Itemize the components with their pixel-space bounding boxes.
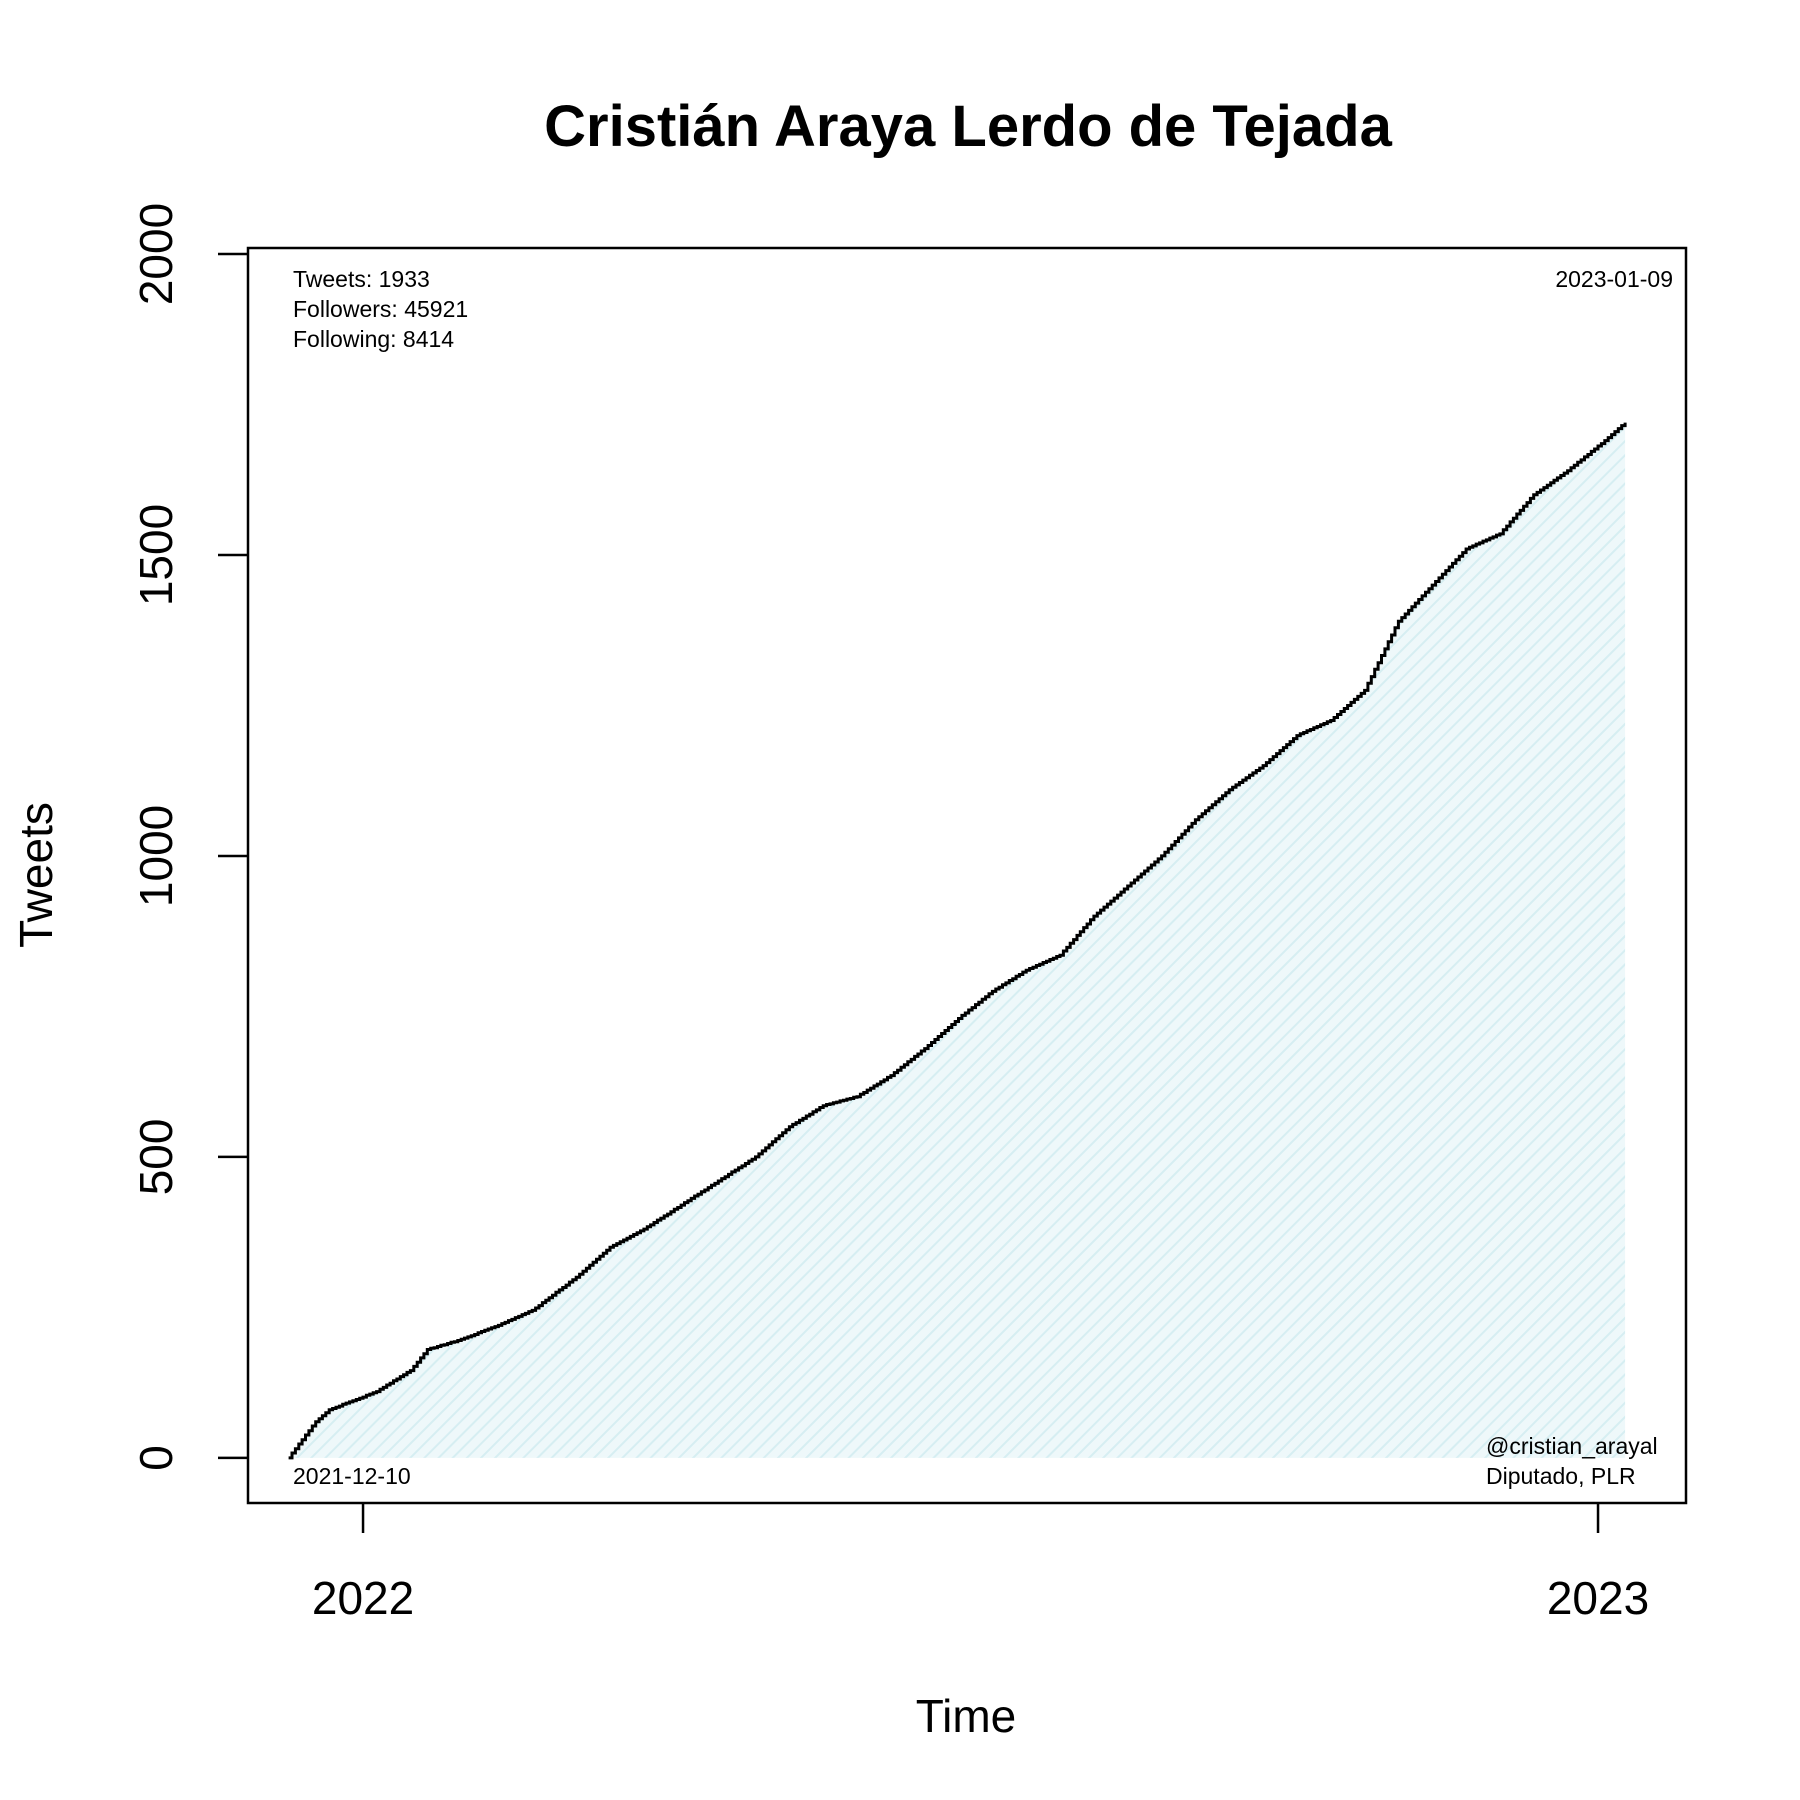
tweet-area-fill [288,422,1626,1458]
plot-area [288,422,1627,1460]
y-axis: 0 500 1000 1500 2000 [130,203,248,1471]
end-date-label: 2023-01-09 [1555,266,1673,292]
y-axis-title: Tweets [10,802,62,948]
y-tick-label: 1000 [130,805,182,907]
y-tick-label: 1500 [130,504,182,606]
y-tick-label: 2000 [130,203,182,305]
tweets-count-label: Tweets: 1933 [293,266,430,292]
x-tick-label: 2023 [1547,1572,1649,1624]
chart-title: Cristián Araya Lerdo de Tejada [544,94,1392,159]
x-axis: 2022 2023 [312,1503,1649,1624]
tweet-count-line [288,422,1627,1460]
x-axis-title: Time [916,1690,1017,1742]
followers-count-label: Followers: 45921 [293,296,468,322]
y-tick-label: 0 [130,1445,182,1471]
affiliation-label: Diputado, PLR [1486,1463,1636,1489]
start-date-label: 2021-12-10 [293,1463,411,1489]
x-tick-label: 2022 [312,1572,414,1624]
handle-label: @cristian_arayal [1486,1433,1658,1459]
plot-frame [246,246,1688,1505]
y-tick-label: 500 [130,1119,182,1196]
following-count-label: Following: 8414 [293,326,454,352]
